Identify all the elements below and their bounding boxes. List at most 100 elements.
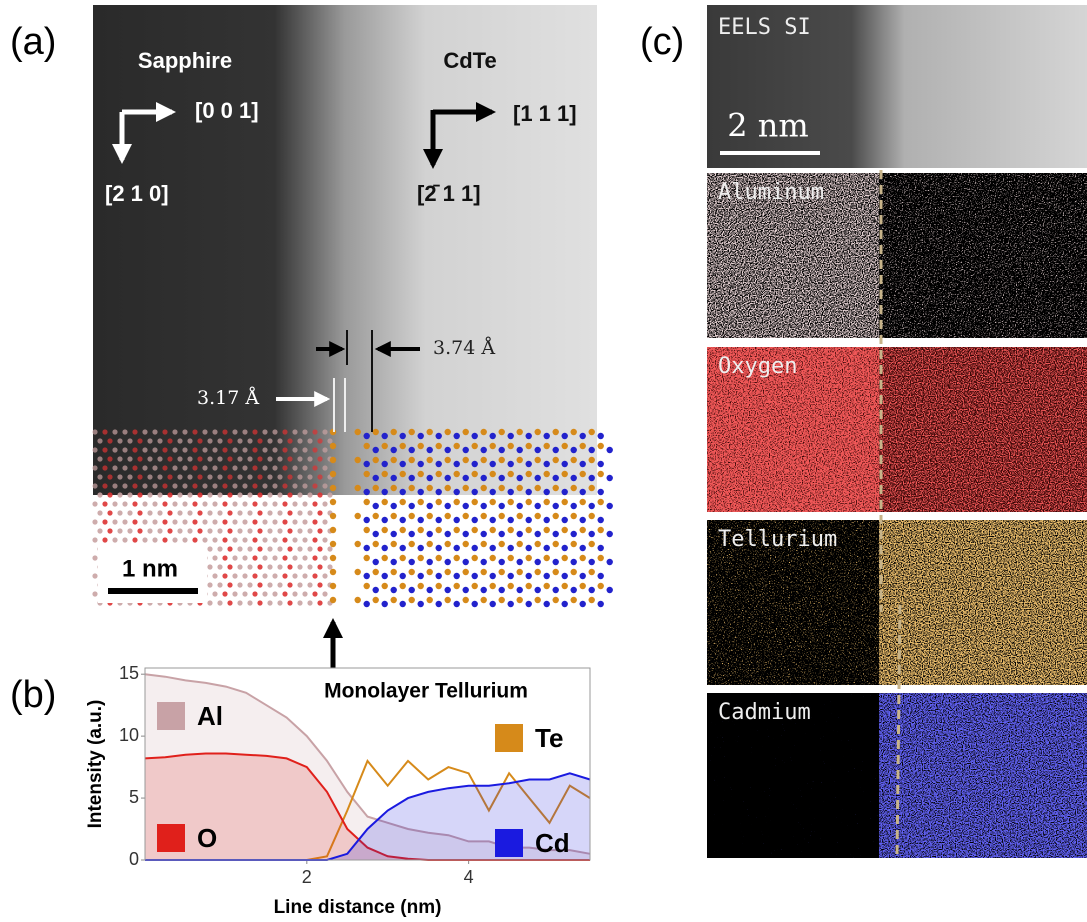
atom xyxy=(287,438,292,443)
atom xyxy=(112,429,117,434)
atom xyxy=(472,527,478,533)
atom xyxy=(217,474,222,479)
panel-label: (c) xyxy=(640,21,684,63)
atom xyxy=(526,555,532,561)
atom xyxy=(112,501,117,506)
atom xyxy=(481,587,487,593)
atom xyxy=(409,559,415,565)
atom xyxy=(364,489,370,495)
atom xyxy=(107,528,112,533)
atom xyxy=(247,528,252,533)
map-noise xyxy=(879,347,1087,512)
atom xyxy=(571,541,577,547)
panel-label: (a) xyxy=(10,21,56,63)
atom xyxy=(580,489,586,495)
atom xyxy=(400,583,406,589)
map-label: Aluminum xyxy=(718,180,824,205)
atom xyxy=(272,555,277,560)
atom xyxy=(192,465,197,470)
atom xyxy=(257,492,262,497)
atom xyxy=(418,527,424,533)
atom xyxy=(373,429,379,435)
atom xyxy=(282,591,287,596)
atom xyxy=(598,545,604,551)
atom xyxy=(322,465,327,470)
atom xyxy=(445,485,451,491)
atom xyxy=(562,527,568,533)
atom xyxy=(562,545,568,551)
atom xyxy=(292,429,297,434)
atom xyxy=(535,559,541,565)
atom xyxy=(562,443,568,449)
atom xyxy=(127,510,132,515)
atom xyxy=(427,457,433,463)
atom xyxy=(172,537,177,542)
atom xyxy=(212,591,217,596)
atom xyxy=(182,429,187,434)
atom xyxy=(589,587,595,593)
atom xyxy=(282,537,287,542)
atom xyxy=(142,501,147,506)
atom xyxy=(499,531,505,537)
atom xyxy=(252,555,257,560)
atom xyxy=(391,457,397,463)
atom xyxy=(472,583,478,589)
atom xyxy=(317,528,322,533)
atom xyxy=(517,541,523,547)
atom xyxy=(427,569,433,575)
atom xyxy=(247,510,252,515)
atom xyxy=(589,429,595,435)
atom xyxy=(217,438,222,443)
atom xyxy=(172,465,177,470)
atom xyxy=(157,438,162,443)
atom xyxy=(222,429,227,434)
atom xyxy=(292,555,297,560)
atom xyxy=(267,474,272,479)
atom xyxy=(102,519,107,524)
atom xyxy=(544,499,550,505)
atom xyxy=(252,501,257,506)
atom xyxy=(391,541,397,547)
spacing-label: 3.17 Å xyxy=(197,387,259,409)
atom xyxy=(490,601,496,607)
atom xyxy=(267,438,272,443)
atom xyxy=(142,537,147,542)
atom xyxy=(571,569,577,575)
atom xyxy=(517,447,523,453)
atom xyxy=(544,601,550,607)
atom xyxy=(330,527,336,533)
atom xyxy=(227,600,232,605)
atom xyxy=(508,471,514,477)
atom xyxy=(282,573,287,578)
atom xyxy=(463,475,469,481)
atom xyxy=(202,483,207,488)
atom xyxy=(247,492,252,497)
atom xyxy=(535,597,541,603)
atom xyxy=(391,597,397,603)
atom xyxy=(317,510,322,515)
atom xyxy=(317,600,322,605)
atom xyxy=(92,429,97,434)
atom xyxy=(197,474,202,479)
atom xyxy=(212,519,217,524)
atom xyxy=(147,528,152,533)
atom xyxy=(562,461,568,467)
atom xyxy=(212,573,217,578)
atom xyxy=(137,510,142,515)
atom xyxy=(418,517,424,523)
atom xyxy=(427,531,433,537)
atom xyxy=(297,438,302,443)
atom xyxy=(391,531,397,537)
atom xyxy=(445,447,451,453)
atom xyxy=(382,517,388,523)
atom xyxy=(302,501,307,506)
atom xyxy=(364,601,370,607)
atom xyxy=(147,474,152,479)
atom xyxy=(92,591,97,596)
atom xyxy=(490,573,496,579)
atom xyxy=(481,513,487,519)
atom xyxy=(445,541,451,547)
atom xyxy=(544,471,550,477)
atom xyxy=(297,456,302,461)
atom xyxy=(202,465,207,470)
